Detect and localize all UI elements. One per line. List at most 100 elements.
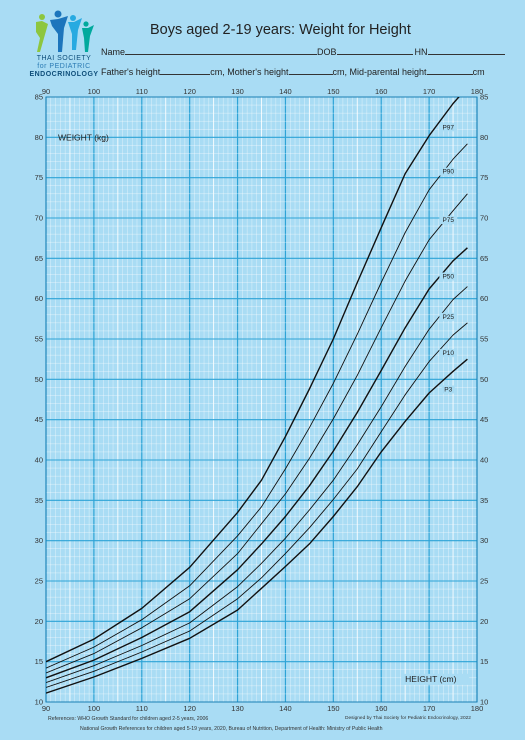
curve-label-bg [439,216,458,225]
parent-height-line: Father's height cm, Mother's height cm, Mi… [101,66,485,77]
curve-label-p3: P3 [444,386,452,393]
y-tick-label-left: 75 [35,173,43,182]
x-tick-label-bottom: 180 [471,704,484,713]
hn-label: HN [414,47,428,57]
reference-line-2: National Growth References for children … [80,726,383,732]
y-tick-label-left: 20 [35,617,43,626]
curve-label-bg [441,385,455,394]
y-tick-label-right: 10 [480,698,488,707]
mother-height-label: cm, Mother's height [210,67,289,77]
curve-label-p90: P90 [442,169,454,176]
y-tick-label-left: 70 [35,214,43,223]
y-tick-label-right: 80 [480,133,488,142]
x-tick-label-top: 100 [88,87,101,96]
x-axis-label-bg [401,673,470,685]
x-tick-label-bottom: 120 [183,704,196,713]
y-tick-label-right: 20 [480,617,488,626]
cm-unit-label: cm [472,67,485,77]
y-tick-label-right: 15 [480,657,488,666]
father-height-field[interactable] [160,66,211,75]
y-tick-label-right: 65 [480,254,488,263]
y-tick-label-right: 50 [480,375,488,384]
x-tick-label-bottom: 140 [279,704,292,713]
x-tick-label-top: 110 [136,87,148,96]
curve-p25 [46,286,468,684]
x-tick-label-top: 140 [279,87,292,96]
curve-label-bg [439,312,458,321]
y-tick-label-left: 25 [35,577,43,586]
hn-field[interactable] [427,46,505,55]
curve-label-p25: P25 [442,314,454,321]
x-tick-label-top: 150 [327,87,340,96]
x-tick-label-top: 90 [42,87,50,96]
x-tick-label-top: 180 [471,87,484,96]
y-tick-label-left: 10 [35,698,43,707]
y-tick-label-right: 85 [480,93,488,102]
logo-text-line3: ENDOCRINOLOGY [29,71,99,78]
x-tick-label-bottom: 150 [327,704,340,713]
y-tick-label-right: 35 [480,496,488,505]
curve-p10 [46,322,468,688]
y-tick-label-left: 60 [35,294,43,303]
name-field[interactable] [125,46,318,55]
y-tick-label-left: 45 [35,415,43,424]
curve-label-p50: P50 [442,274,454,281]
x-axis-label: HEIGHT (cm) [405,674,456,684]
x-tick-label-top: 120 [183,87,196,96]
x-tick-label-bottom: 130 [231,704,244,713]
y-tick-label-right: 45 [480,415,488,424]
x-tick-label-bottom: 100 [88,704,101,713]
mother-height-field[interactable] [288,66,333,75]
mid-parental-field[interactable] [426,66,473,75]
y-tick-label-right: 70 [480,214,488,223]
curve-p3 [46,358,468,694]
x-tick-label-top: 170 [423,87,436,96]
chart-title: Boys aged 2-19 years: Weight for Height [150,22,411,38]
axis-ticks: 90 90 100 100 110 110 120 120 130 130 140 140 150 150… [35,87,489,713]
plot-border [45,96,478,703]
x-tick-label-top: 160 [375,87,388,96]
society-logo [36,10,94,52]
curve-label-p97: P97 [442,124,454,131]
x-tick-label-top: 130 [231,87,244,96]
y-tick-label-right: 75 [480,173,488,182]
logo-text-line1: THAI SOCIETY [36,55,92,62]
logo-text-line2: for PEDIATRIC [37,63,91,70]
y-axis-label: WEIGHT (kg) [58,132,109,142]
logo-figures-icon [36,10,94,52]
mid-parental-label: cm, Mid-parental height [332,67,427,77]
curve-p97 [46,97,460,663]
curve-p75 [46,193,468,674]
curve-label-p75: P75 [442,217,454,224]
dob-field[interactable] [336,46,413,55]
designer-credit: Designed by Thai Society for Pediatric E… [345,716,471,721]
y-tick-label-left: 80 [35,133,43,142]
x-tick-label-bottom: 90 [42,704,50,713]
y-tick-label-right: 55 [480,335,488,344]
y-tick-label-left: 55 [35,335,43,344]
curve-label-bg [439,167,458,176]
y-tick-label-right: 30 [480,536,488,545]
curve-label-bg [439,272,458,281]
y-tick-label-left: 40 [35,456,43,465]
dob-label: DOB [317,47,337,57]
y-tick-label-left: 85 [35,93,43,102]
y-tick-label-left: 65 [35,254,43,263]
y-tick-label-left: 30 [35,536,43,545]
reference-line-1: References: WHO Growth Standard for chil… [48,716,209,722]
y-tick-label-right: 60 [480,294,488,303]
curve-p90 [46,143,468,669]
curve-label-bg [439,123,458,132]
y-tick-label-left: 50 [35,375,43,384]
name-label: Name [101,47,126,57]
y-tick-label-left: 35 [35,496,43,505]
chart-grid [45,96,478,703]
y-tick-label-right: 25 [480,577,488,586]
patient-info-line: Name DOB HN [101,46,505,57]
y-tick-label-left: 15 [35,657,43,666]
percentile-curves [46,97,468,694]
chart-labels: P97 P90 P75 P50 P25 P10 P3 WEIGHT (kg) HEIGHT (c… [58,123,470,685]
x-tick-label-bottom: 110 [136,704,148,713]
curve-label-p10: P10 [442,350,454,357]
